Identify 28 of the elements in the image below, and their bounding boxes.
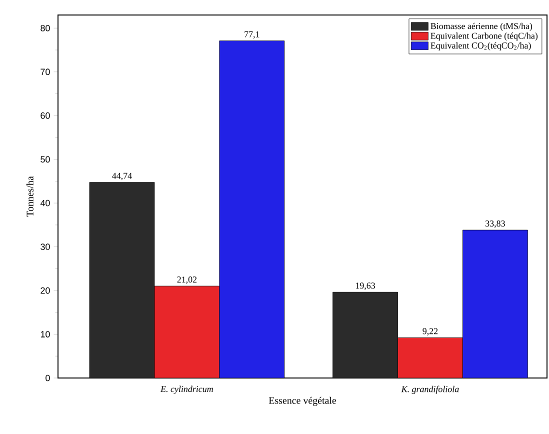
- y-tick-label: 70: [40, 68, 50, 76]
- y-tick-label: 40: [40, 200, 50, 206]
- bar: [89, 182, 155, 378]
- y-tick-label: 50: [40, 156, 50, 163]
- bar: [219, 40, 285, 378]
- bar: [154, 286, 220, 378]
- x-tick-label: K. grandifoliola: [401, 386, 459, 394]
- bar: [462, 230, 528, 378]
- legend-label: Biomasse aérienne (tMS/ha): [430, 22, 532, 31]
- data-label: 33,83: [486, 220, 505, 228]
- data-label: 9,22: [422, 328, 438, 336]
- data-label: 21,02: [177, 276, 197, 284]
- y-tick-label: 60: [40, 112, 50, 119]
- y-tick-label: 30: [40, 244, 50, 250]
- x-axis-title: Essence végétale: [268, 396, 336, 406]
- legend-label: Equivalent Carbone (téqC/ha): [430, 32, 538, 41]
- y-tick-label: 10: [40, 331, 50, 338]
- bar: [332, 292, 398, 378]
- x-tick-label: E. cylindricum: [160, 386, 213, 394]
- y-tick-label: 80: [40, 24, 50, 32]
- legend-label: Equivalent CO$_{2}$(téqCO$_{2}$/ha): [430, 42, 531, 50]
- bar: [398, 337, 463, 378]
- y-tick-label: 20: [40, 287, 50, 294]
- data-label: 19,63: [356, 282, 376, 290]
- data-label: 44,74: [112, 172, 132, 180]
- y-tick-label: 0: [46, 374, 50, 382]
- data-label: 77,1: [244, 31, 260, 39]
- y-axis-title: Tonnes/ha: [26, 176, 34, 217]
